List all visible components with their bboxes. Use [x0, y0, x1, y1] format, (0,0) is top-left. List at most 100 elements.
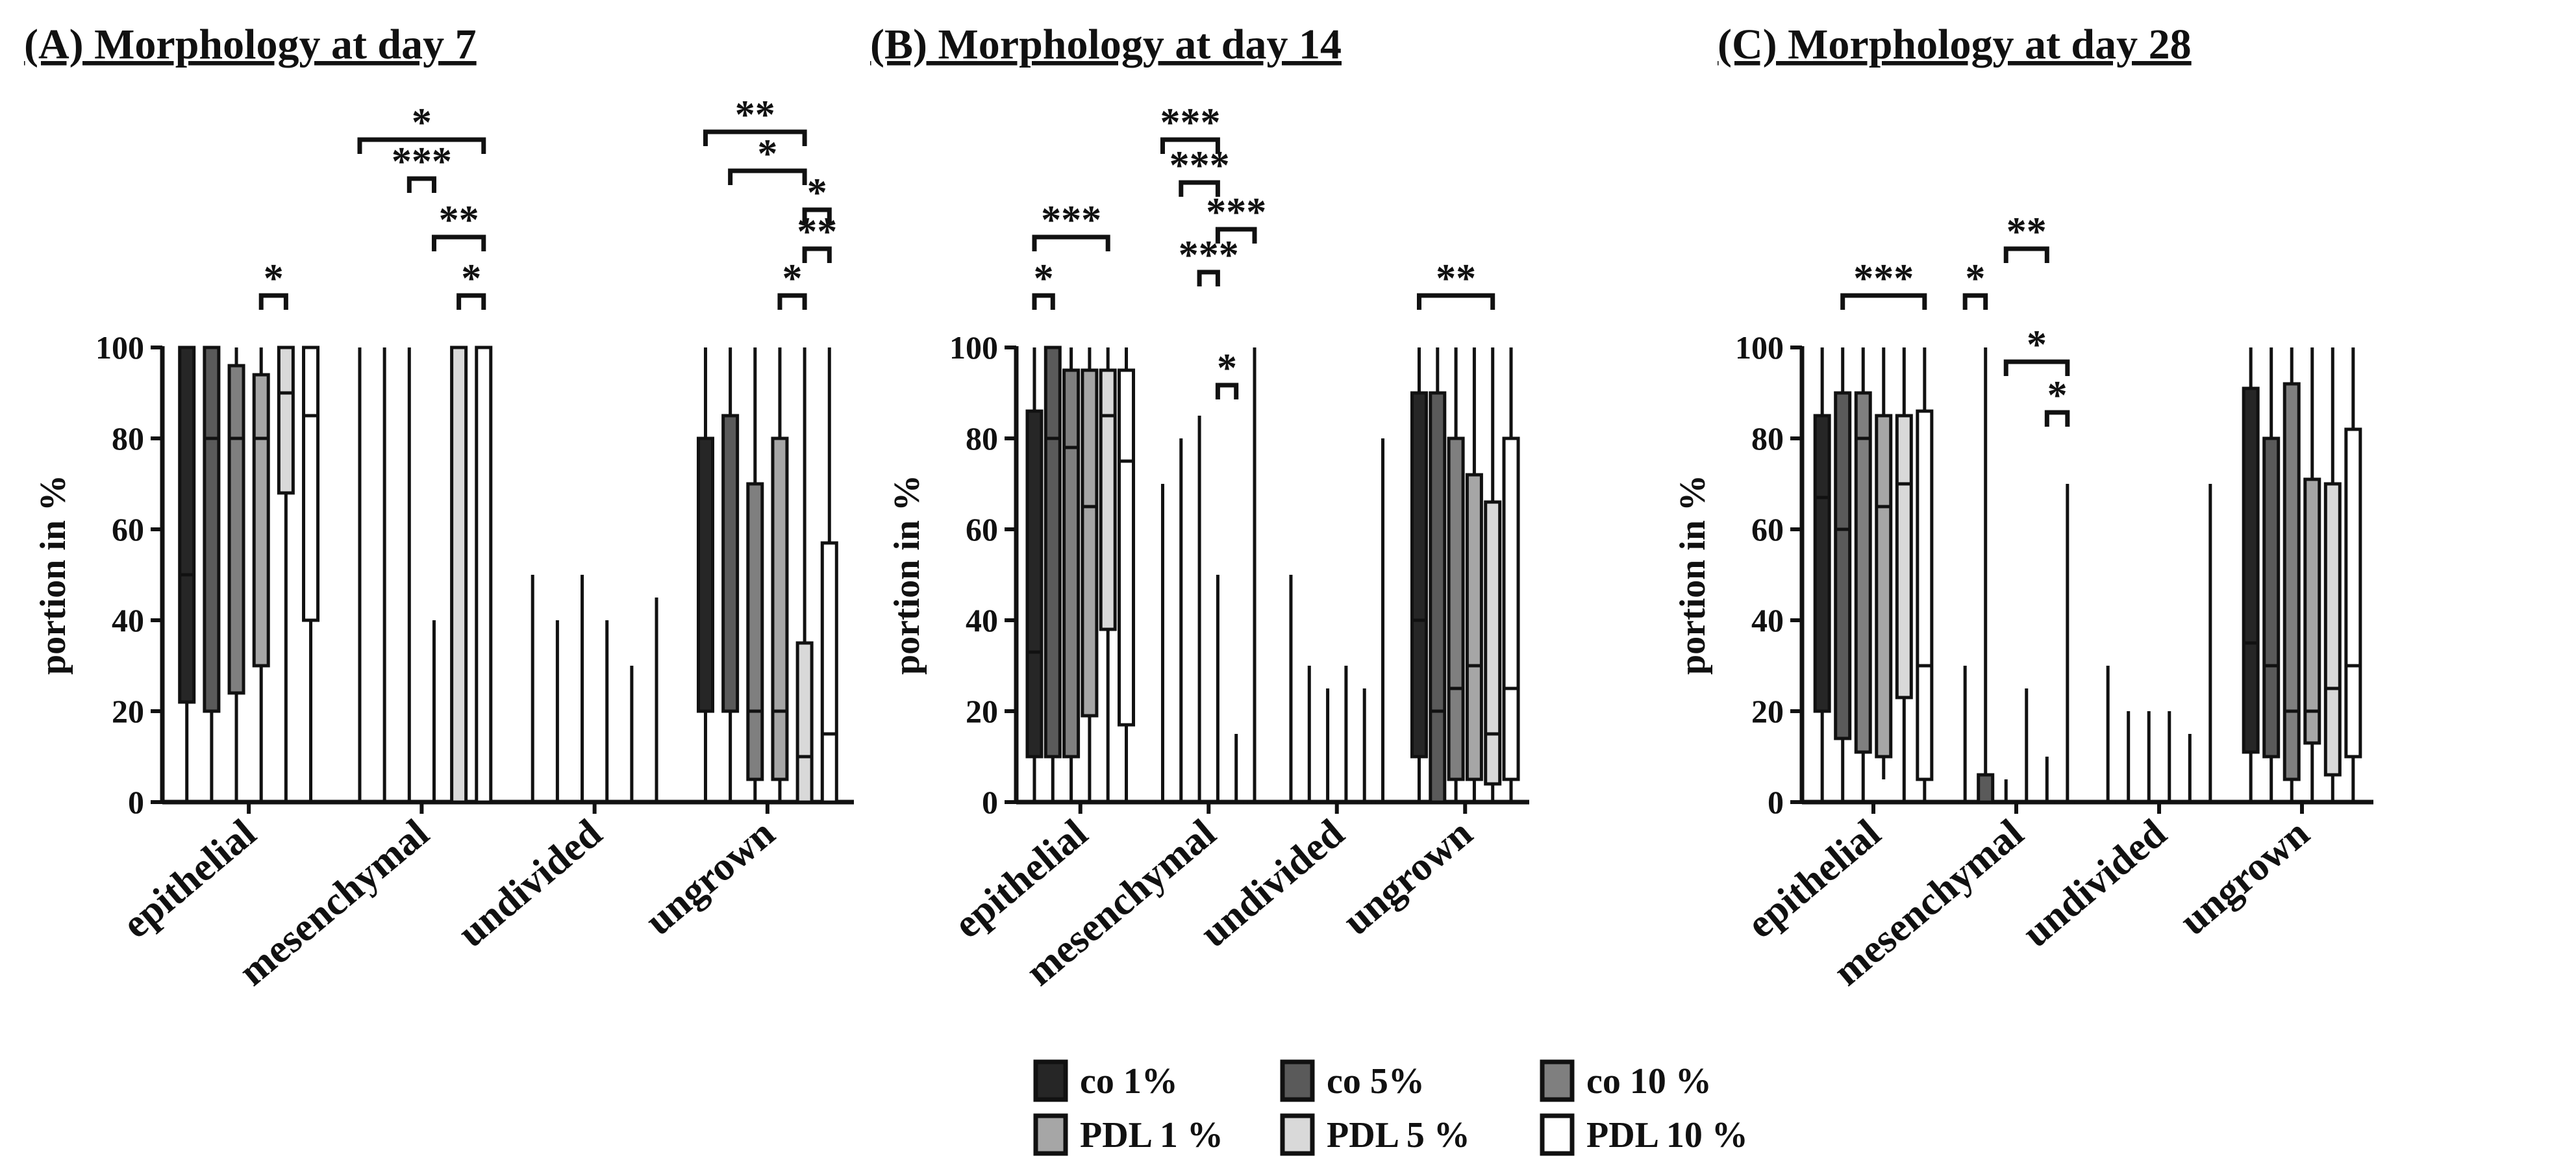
legend-label: co 5%: [1327, 1061, 1425, 1102]
box-body: [1465, 473, 1483, 781]
y-tick-label: 80: [1751, 420, 1784, 457]
legend-label: PDL 1 %: [1080, 1115, 1223, 1155]
box-2-1: [2121, 711, 2136, 804]
chart-title: (C) Morphology at day 28: [1718, 21, 2192, 68]
box-body: [302, 346, 320, 622]
box-2-3: [2162, 711, 2177, 804]
bracket-line: [777, 293, 807, 310]
box-body: [1484, 500, 1502, 786]
significance-bracket: *: [2044, 373, 2070, 427]
y-tick-label: 80: [966, 420, 998, 457]
box-1-3: [427, 620, 442, 804]
significance-bracket: **: [431, 198, 486, 251]
y-tick-label: 80: [112, 420, 144, 457]
y-tick-label: 20: [1751, 693, 1784, 729]
box-0-2: [1854, 347, 1872, 802]
box-body: [1081, 368, 1099, 718]
box-2-0: [1283, 575, 1298, 804]
box-0-5: [302, 346, 320, 802]
y-tick-label: 60: [966, 511, 998, 548]
box-0-1: [1834, 347, 1852, 802]
legend-item: PDL 10 %: [1540, 1113, 1748, 1156]
box-2-5: [2203, 484, 2218, 804]
x-tick-label: undivided: [2014, 811, 2175, 956]
y-axis-label: portion in %: [33, 475, 73, 675]
box-body: [1977, 773, 1995, 804]
box-1-1: [1977, 347, 1995, 804]
box-body: [696, 436, 714, 713]
legend-item: PDL 5 %: [1280, 1113, 1470, 1156]
y-tick-label: 100: [949, 329, 998, 366]
box-2-1: [550, 620, 565, 804]
box-0-2: [1062, 347, 1081, 802]
box-body: [1854, 391, 1872, 754]
box-1-1: [1173, 438, 1188, 804]
box-body: [227, 364, 245, 695]
box-3-2: [1447, 347, 1465, 802]
significance-label: ***: [1041, 198, 1101, 242]
y-axis-label: portion in %: [887, 475, 927, 675]
legend-swatch: [1033, 1059, 1068, 1102]
bracket-line: [1032, 234, 1110, 251]
box-body: [746, 482, 764, 781]
box-3-1: [2262, 347, 2281, 802]
bracket-line: [258, 293, 288, 310]
box-2-2: [1320, 688, 1335, 804]
significance-bracket: **: [1416, 257, 1495, 310]
box-body: [1916, 409, 1934, 781]
significance-bracket: ***: [1179, 233, 1239, 286]
legend-swatch: [1280, 1059, 1315, 1102]
significance-label: ***: [1853, 257, 1914, 301]
bracket-line: [1962, 293, 1988, 310]
legend-swatch: [1280, 1113, 1315, 1156]
box-1-2: [1192, 416, 1207, 804]
significance-bracket: *: [258, 257, 288, 310]
significance-bracket: *: [1215, 346, 1239, 399]
bracket-line: [2044, 410, 2070, 427]
bracket-line: [406, 176, 436, 193]
significance-label: *: [264, 257, 284, 301]
box-2-4: [624, 666, 639, 804]
significance-label: **: [735, 93, 775, 137]
significance-label: **: [1436, 257, 1476, 301]
box-body: [1502, 436, 1520, 781]
box-3-0: [2242, 347, 2260, 802]
legend: co 1% co 5% co 10 % PDL 1 % PDL 5 % PDL 10 %: [1033, 1059, 1748, 1156]
significance-bracket: ***: [1206, 190, 1266, 244]
box-2-3: [1338, 666, 1353, 804]
box-3-5: [1502, 347, 1520, 802]
box-0-1: [1044, 346, 1062, 802]
significance-label: **: [439, 198, 479, 242]
bracket-line: [2003, 246, 2049, 263]
significance-bracket: ***: [392, 140, 452, 193]
bracket-line: [728, 168, 807, 185]
significance-bracket: *: [2003, 323, 2070, 376]
y-tick-label: 40: [1751, 602, 1784, 638]
significance-bracket: *: [802, 171, 832, 224]
significance-bracket: **: [703, 93, 807, 146]
bracket-line: [357, 137, 486, 154]
significance-bracket: *: [456, 257, 486, 310]
legend-label: co 1%: [1080, 1061, 1178, 1102]
significance-bracket: *: [1032, 257, 1055, 310]
box-body: [252, 373, 270, 668]
significance-bracket: **: [2003, 210, 2049, 263]
box-2-2: [2142, 711, 2157, 804]
y-tick-label: 0: [982, 784, 998, 820]
box-0-1: [203, 346, 221, 802]
significance-bracket: *: [777, 257, 807, 310]
legend-swatch: [1540, 1113, 1575, 1156]
significance-label: *: [1965, 257, 1985, 301]
bracket-line: [1032, 293, 1055, 310]
chart-panel-3: (C) Morphology at day 28 portion in % 0 20 4…: [1673, 21, 2373, 994]
significance-label: ***: [1169, 144, 1230, 188]
significance-label: *: [1217, 346, 1237, 390]
significance-label: **: [2007, 210, 2047, 254]
significance-bracket: *: [728, 132, 807, 185]
y-axis-label: portion in %: [1673, 475, 1713, 675]
box-1-1: [377, 347, 392, 804]
significance-bracket: *: [357, 101, 486, 154]
bracket-line: [1197, 270, 1220, 286]
significance-bracket: **: [797, 210, 837, 263]
